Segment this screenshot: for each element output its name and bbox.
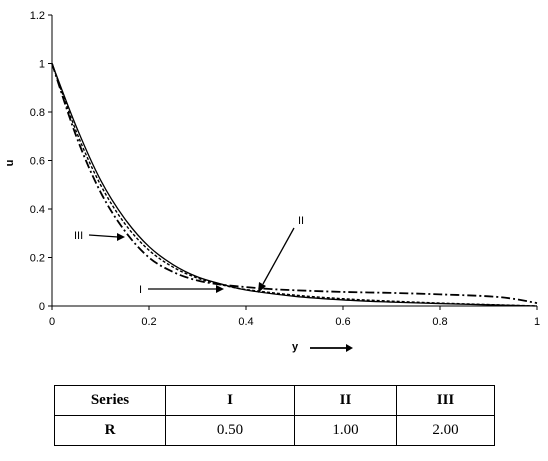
x-tick-label: 0.2: [141, 316, 156, 328]
table-cell: R: [54, 415, 166, 446]
annotation-arrowhead-ii: [258, 282, 266, 293]
series-line-i: [51, 63, 538, 307]
y-tick-label: 0.6: [30, 156, 45, 168]
table-header-cell: II: [294, 385, 397, 416]
series-lines: [51, 63, 538, 307]
y-tick-label: 0.4: [30, 204, 45, 216]
x-axis-label: y: [292, 341, 299, 353]
y-tick-label: 1: [39, 59, 45, 71]
x-tick-label: 0.8: [432, 316, 447, 328]
series-line-ii: [51, 63, 538, 307]
tick-labels: 0 0.2 0.4 0.6 0.8 1 1.2 0 0.2 0.4 0.6 0.8 1: [30, 10, 540, 328]
table-cell: 0.50: [165, 415, 295, 446]
table-header-cell: Series: [54, 385, 166, 416]
annotation-arrowhead-iii: [117, 233, 125, 241]
x-tick-label: 1: [534, 316, 540, 328]
x-axis-label-arrowhead: [346, 344, 353, 352]
series-table: Series I II III R 0.50 1.00 2.00: [54, 385, 495, 446]
annotation-label-i: I: [139, 284, 142, 296]
table-header-cell: III: [396, 385, 495, 416]
table-cell: 2.00: [396, 415, 495, 446]
annotations: III I II: [74, 215, 304, 296]
x-tick-label: 0.4: [238, 316, 253, 328]
x-tick-label: 0.6: [335, 316, 350, 328]
table-cell: 1.00: [294, 415, 397, 446]
y-tick-label: 0.8: [30, 107, 45, 119]
annotation-label-ii: II: [298, 215, 304, 227]
annotation-label-iii: III: [74, 230, 83, 242]
table-header-row: Series I II III: [54, 385, 495, 416]
y-tick-label: 0.2: [30, 253, 45, 265]
y-tick-label: 0: [39, 301, 45, 313]
annotation-arrow-ii: [262, 227, 295, 285]
series-line-iii: [51, 63, 538, 304]
annotation-arrow-iii: [88, 234, 119, 238]
table-header-cell: I: [165, 385, 295, 416]
axes: [48, 14, 538, 310]
y-axis-label: u: [4, 160, 16, 167]
line-chart: 0 0.2 0.4 0.6 0.8 1 1.2 0 0.2 0.4 0.6 0.8 1 y u III …: [4, 10, 540, 353]
table-row: R 0.50 1.00 2.00: [54, 415, 495, 446]
annotation-arrowhead-i: [216, 285, 224, 293]
x-tick-label: 0: [49, 316, 55, 328]
y-tick-label: 1.2: [30, 10, 45, 22]
